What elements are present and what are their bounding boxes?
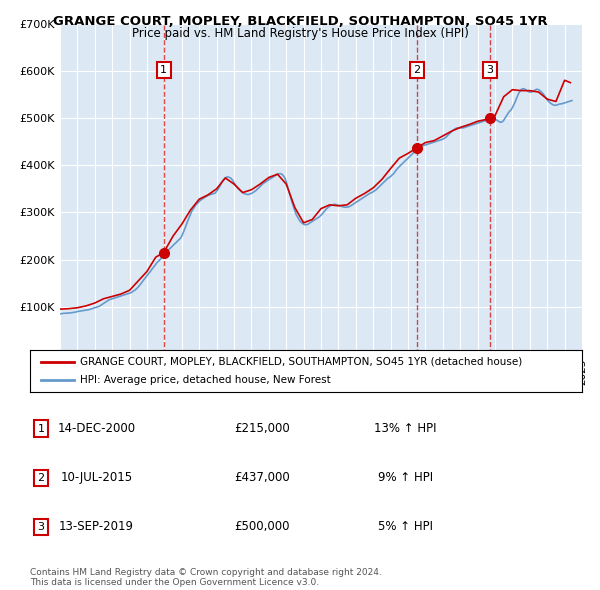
Text: 9% ↑ HPI: 9% ↑ HPI [378, 471, 433, 484]
Text: 3: 3 [38, 522, 44, 532]
Text: 14-DEC-2000: 14-DEC-2000 [57, 422, 136, 435]
Text: 3: 3 [486, 65, 493, 75]
Text: £500,000: £500,000 [234, 520, 290, 533]
Text: 1: 1 [38, 424, 44, 434]
Text: 13-SEP-2019: 13-SEP-2019 [59, 520, 134, 533]
Text: 10-JUL-2015: 10-JUL-2015 [60, 471, 133, 484]
Text: GRANGE COURT, MOPLEY, BLACKFIELD, SOUTHAMPTON, SO45 1YR: GRANGE COURT, MOPLEY, BLACKFIELD, SOUTHA… [53, 15, 547, 28]
Text: 5% ↑ HPI: 5% ↑ HPI [378, 520, 433, 533]
Text: HPI: Average price, detached house, New Forest: HPI: Average price, detached house, New … [80, 375, 331, 385]
Text: Price paid vs. HM Land Registry's House Price Index (HPI): Price paid vs. HM Land Registry's House … [131, 27, 469, 40]
Text: 2: 2 [37, 473, 44, 483]
Text: 2: 2 [413, 65, 421, 75]
Text: £215,000: £215,000 [234, 422, 290, 435]
Text: £437,000: £437,000 [234, 471, 290, 484]
Text: Contains HM Land Registry data © Crown copyright and database right 2024.
This d: Contains HM Land Registry data © Crown c… [30, 568, 382, 587]
Text: 13% ↑ HPI: 13% ↑ HPI [374, 422, 437, 435]
Text: 1: 1 [160, 65, 167, 75]
Text: GRANGE COURT, MOPLEY, BLACKFIELD, SOUTHAMPTON, SO45 1YR (detached house): GRANGE COURT, MOPLEY, BLACKFIELD, SOUTHA… [80, 357, 522, 367]
